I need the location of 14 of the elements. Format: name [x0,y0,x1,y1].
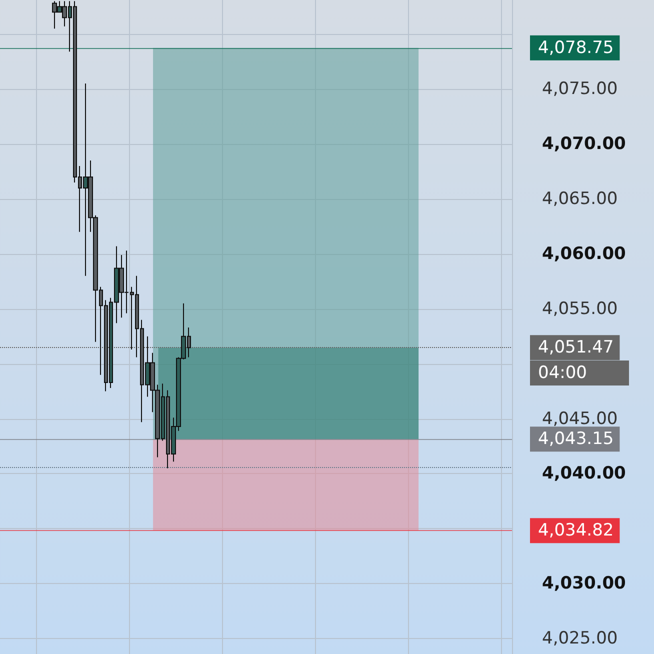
y-tick-label: 4,040.00 [542,464,626,484]
y-tick-label: 4,045.00 [542,408,618,429]
ref-line-label: 4,034.82 [538,520,614,541]
y-tick-label: 4,055.00 [542,298,618,319]
ref-line-label: 4,043.15 [538,429,614,450]
y-tick-label: 4,070.00 [542,134,626,154]
ref-line-label: 4,078.75 [538,38,614,58]
y-tick-label: 4,025.00 [542,628,618,649]
y-tick-label: 4,065.00 [542,188,618,209]
text: 04:00 [538,363,587,383]
y-tick-label: 4,075.00 [542,79,618,100]
y-tick-label: 4,030.00 [542,574,626,594]
ref-line-label: 4,051.47 [538,338,614,358]
y-tick-label: 4,060.00 [542,244,626,264]
